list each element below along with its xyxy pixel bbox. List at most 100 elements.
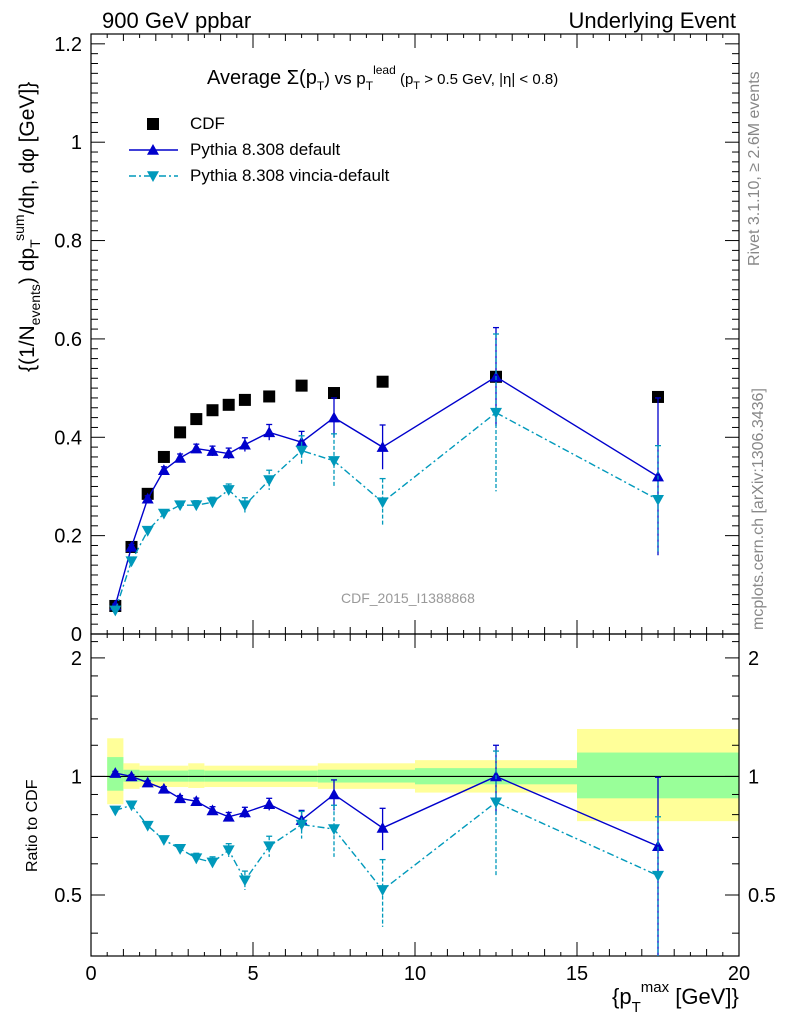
mcplots-side-label: mcplots.cern.ch [arXiv:1306.3436] <box>750 388 767 630</box>
x-tick-label: 0 <box>85 963 96 985</box>
main-series-1 <box>109 326 664 611</box>
ratio-series-1 <box>109 750 664 956</box>
ratio-y-tick-label: 1 <box>71 766 82 788</box>
main-plot-area <box>91 34 739 634</box>
main-data-point <box>295 379 308 392</box>
ratio-y-tick-label-right: 0.5 <box>748 885 776 907</box>
main-data-point <box>157 450 170 463</box>
ratio-band-inner <box>188 769 205 782</box>
main-data-point <box>222 485 235 496</box>
ratio-data-point <box>157 835 170 846</box>
ratio-data-point <box>141 776 154 788</box>
ratio-data-point <box>376 821 389 833</box>
watermark: CDF_2015_I1388868 <box>341 590 475 606</box>
ratio-uncertainty-bands <box>91 728 739 822</box>
main-data-point <box>238 500 251 512</box>
main-data-point <box>652 494 664 506</box>
main-data-point <box>174 451 187 463</box>
ratio-data-point <box>190 795 203 807</box>
main-data-point <box>206 404 219 417</box>
y-tick-label: 0.6 <box>54 329 82 351</box>
main-data-point <box>206 445 219 456</box>
axes: 00.20.40.60.811.20.5 0.51 12 20 5 10 15 20{(1/N… <box>11 33 776 1016</box>
ratio-data-point <box>328 788 340 800</box>
main-data-point <box>238 393 251 406</box>
main-data-point <box>376 441 389 452</box>
y-tick-label: 0.2 <box>54 526 82 548</box>
ratio-series-0 <box>109 744 664 956</box>
y-tick-label: 0 <box>71 624 82 646</box>
ratio-data-point <box>109 805 122 817</box>
legend-entry-cdf: CDF <box>190 114 225 133</box>
x-tick-label: 20 <box>728 963 750 985</box>
main-data-point <box>125 540 138 552</box>
ratio-data-point <box>109 767 122 778</box>
ratio-y-tick-label: 0.5 <box>54 885 82 907</box>
x-tick-label: 15 <box>566 963 588 985</box>
main-data-point <box>238 438 251 450</box>
main-data-point <box>376 497 389 509</box>
ratio-data-point <box>490 797 502 809</box>
main-data-point <box>328 456 340 467</box>
main-data-point <box>490 407 502 419</box>
main-data-point <box>157 508 170 520</box>
ratio-data-point <box>141 820 154 832</box>
legend <box>129 118 178 182</box>
y-axis-title: {(1/Nevents) dpTsum/dη, dφ [GeV]} <box>11 82 43 372</box>
ratio-data-point <box>376 885 389 896</box>
header-right-label: Underlying Event <box>568 8 736 33</box>
ratio-data-point <box>206 857 219 869</box>
ratio-y-tick-label: 2 <box>71 648 82 670</box>
ratio-data-point <box>652 840 664 852</box>
ratio-data-point <box>238 806 251 818</box>
legend-marker-pythia-default <box>147 144 159 155</box>
legend-entry-pythia-vincia: Pythia 8.308 vincia-default <box>190 166 390 185</box>
y-tick-label: 1 <box>71 132 82 154</box>
ratio-data-point <box>652 870 664 882</box>
main-data-point <box>328 411 340 423</box>
rivet-side-label: Rivet 3.1.10, ≥ 2.6M events <box>746 71 763 266</box>
main-data-point <box>652 390 664 403</box>
main-data-point <box>141 525 154 537</box>
ratio-data-point <box>263 841 276 853</box>
ratio-data-point <box>206 804 219 816</box>
ratio-data-point <box>328 824 340 836</box>
legend-marker-pythia-vincia <box>147 171 159 182</box>
plot-title: Average Σ(pT) vs pTlead (pT > 0.5 GeV, |… <box>207 63 558 93</box>
main-data-point <box>295 445 308 457</box>
main-data-point <box>263 475 276 487</box>
legend-marker-cdf <box>147 118 159 130</box>
main-data-point <box>263 426 276 438</box>
main-data-point <box>157 464 170 476</box>
ratio-data-point <box>190 853 203 865</box>
main-data-point <box>190 413 203 426</box>
ratio-data-point <box>174 844 187 855</box>
main-data-point <box>190 500 203 512</box>
data-series <box>109 326 664 956</box>
main-data-point <box>376 375 389 388</box>
main-data-point <box>141 492 154 504</box>
ratio-data-point <box>295 819 308 831</box>
ratio-data-point <box>238 875 251 887</box>
x-tick-label: 5 <box>247 963 258 985</box>
ratio-y-tick-label-right: 2 <box>748 648 759 670</box>
main-data-point <box>328 387 340 400</box>
y-tick-label: 0.8 <box>54 231 82 253</box>
ratio-y-axis-title: Ratio to CDF <box>24 779 41 872</box>
main-data-point <box>263 390 276 403</box>
main-data-point <box>125 556 138 568</box>
ratio-data-point <box>263 798 276 810</box>
ratio-data-point <box>222 845 235 857</box>
legend-entry-pythia-default: Pythia 8.308 default <box>190 140 341 159</box>
ratio-y-tick-label-right: 1 <box>748 766 759 788</box>
main-data-point <box>174 426 187 439</box>
ratio-data-point <box>125 800 138 812</box>
main-data-point <box>109 605 122 617</box>
main-data-point <box>190 442 203 454</box>
main-data-point <box>222 398 235 411</box>
x-axis-title: {pTmax [GeV]} <box>612 979 739 1016</box>
ratio-data-point <box>157 782 170 794</box>
main-panel <box>91 34 739 634</box>
ratio-data-point <box>174 792 187 804</box>
